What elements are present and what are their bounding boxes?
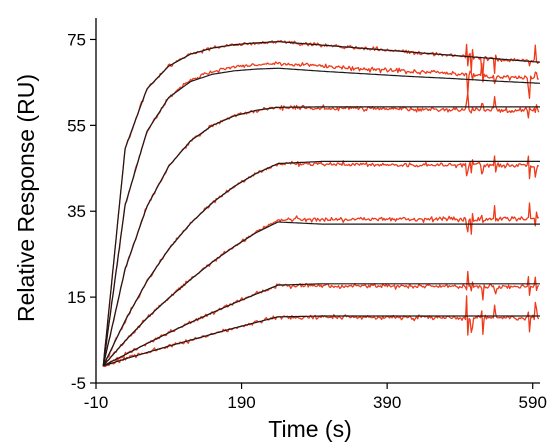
fit-curve-2 <box>102 67 541 366</box>
measured-trace-3 <box>102 92 540 366</box>
y-tick-label-75: 75 <box>67 30 86 49</box>
x-tick-label-390: 390 <box>373 393 401 412</box>
y-tick-label-35: 35 <box>67 202 86 221</box>
axes-layer <box>95 18 540 384</box>
y-axis-title: Relative Response (RU) <box>13 74 39 322</box>
y-tick-label-15: 15 <box>67 288 86 307</box>
y-tick-label-55: 55 <box>67 116 86 135</box>
measured-trace-7 <box>102 295 540 368</box>
fit-curve-7 <box>103 315 540 367</box>
fit-curve-1 <box>102 40 541 366</box>
fit-curve-5 <box>102 221 540 367</box>
measured-trace-4 <box>102 155 540 366</box>
fit-curve-4 <box>102 160 540 367</box>
measured-trace-2 <box>102 61 539 366</box>
x-tick-label--10: -10 <box>84 393 109 412</box>
series-layer <box>102 40 541 368</box>
y-tick-label--5: -5 <box>71 374 86 393</box>
fit-curve-6 <box>103 283 540 367</box>
fit-curve-3 <box>102 106 540 366</box>
x-axis-title: Time (s) <box>268 416 351 442</box>
x-tick-label-190: 190 <box>227 393 255 412</box>
ticks-layer: -5 15 35 55 75 -10 190 390 590 <box>67 30 547 412</box>
x-tick-label-590: 590 <box>519 393 547 412</box>
